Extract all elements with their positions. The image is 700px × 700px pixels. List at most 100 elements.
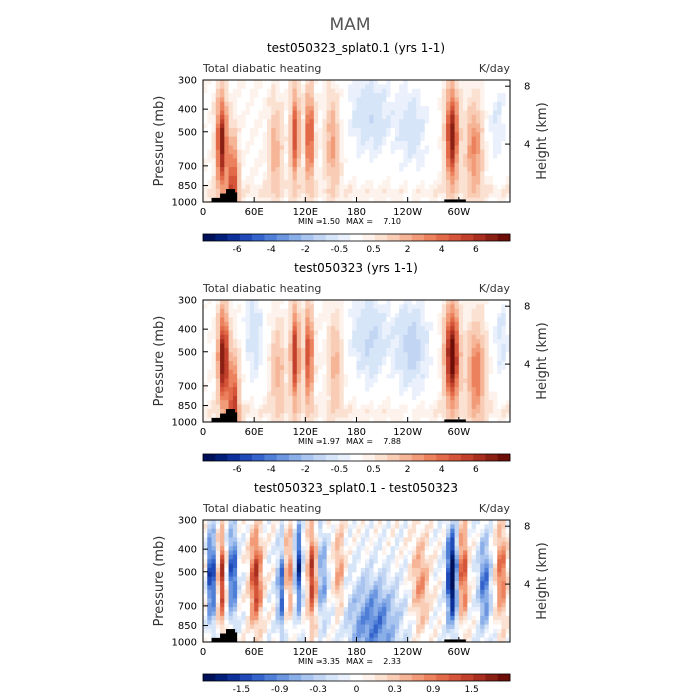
field-cell	[360, 308, 366, 314]
field-cell	[450, 80, 455, 85]
field-cell	[420, 184, 426, 190]
field-cell	[284, 106, 289, 111]
field-cell	[424, 352, 430, 358]
field-cell	[407, 88, 413, 94]
field-cell	[215, 391, 221, 397]
field-cell	[501, 132, 507, 138]
field-cell	[373, 533, 379, 538]
field-cell	[484, 387, 490, 392]
field-cell	[488, 149, 494, 155]
field-cell	[318, 524, 323, 530]
field-cell	[215, 352, 221, 358]
field-cell	[403, 382, 409, 388]
field-cell	[241, 158, 247, 164]
field-cell	[203, 352, 208, 358]
field-cell	[254, 158, 259, 164]
field-cell	[356, 300, 362, 305]
field-cell	[386, 524, 392, 530]
field-cell	[497, 317, 502, 323]
field-cell	[390, 533, 396, 538]
field-cell	[347, 84, 353, 90]
field-cell	[428, 326, 434, 331]
field-cell	[369, 520, 374, 525]
field-cell	[241, 339, 247, 344]
field-cell	[377, 101, 383, 107]
field-cell	[292, 374, 298, 379]
field-cell	[347, 347, 353, 353]
field-cell	[275, 84, 281, 90]
field-cell	[245, 374, 251, 379]
field-cell	[356, 97, 362, 103]
field-cell	[335, 93, 340, 98]
field-cell	[326, 369, 332, 375]
field-cell	[437, 132, 443, 138]
field-cell	[284, 304, 289, 310]
field-cell	[411, 180, 417, 185]
field-cell	[441, 180, 447, 185]
field-cell	[390, 391, 396, 397]
field-cell	[420, 175, 426, 181]
field-cell	[454, 141, 460, 146]
field-cell	[313, 308, 319, 314]
field-cell	[326, 154, 332, 159]
field-cell	[446, 537, 451, 543]
field-cell	[279, 326, 285, 331]
field-cell	[352, 184, 357, 190]
field-cell	[356, 391, 362, 397]
field-cell	[335, 559, 340, 564]
field-cell	[441, 308, 447, 314]
field-cell	[228, 365, 234, 371]
field-cell	[505, 533, 511, 538]
field-cell	[441, 541, 447, 547]
field-cell	[505, 369, 511, 375]
field-cell	[441, 93, 447, 98]
field-cell	[237, 106, 242, 111]
field-cell	[488, 343, 494, 349]
field-cell	[369, 365, 374, 371]
field-cell	[497, 339, 502, 344]
field-cell	[382, 378, 387, 384]
field-cell	[492, 141, 498, 146]
field-cell	[373, 180, 379, 185]
field-cell	[369, 387, 374, 392]
field-cell	[347, 88, 353, 94]
field-cell	[241, 175, 247, 181]
field-cell	[313, 127, 319, 133]
field-cell	[203, 313, 208, 318]
field-cell	[301, 326, 306, 331]
field-cell	[330, 308, 336, 314]
field-cell	[394, 171, 400, 177]
field-cell	[309, 546, 315, 551]
field-cell	[390, 304, 396, 310]
field-cell	[224, 567, 229, 573]
field-cell	[403, 550, 409, 556]
field-cell	[484, 391, 490, 397]
field-cell	[420, 167, 426, 172]
field-cell	[454, 184, 460, 190]
field-cell	[266, 106, 272, 111]
field-cell	[420, 114, 426, 120]
field-cell	[271, 339, 276, 344]
field-cell	[203, 361, 208, 366]
field-cell	[488, 136, 494, 142]
field-cell	[411, 106, 417, 111]
field-cell	[420, 101, 426, 107]
field-cell	[296, 84, 302, 90]
field-cell	[232, 541, 238, 547]
field-cell	[373, 334, 379, 340]
field-cell	[322, 132, 328, 138]
field-cell	[420, 387, 426, 392]
field-cell	[377, 330, 383, 336]
field-cell	[352, 88, 357, 94]
field-cell	[224, 343, 229, 349]
field-cell	[220, 520, 225, 525]
field-cell	[241, 541, 247, 547]
field-cell	[211, 93, 217, 98]
field-cell	[458, 93, 464, 98]
field-cell	[365, 188, 370, 194]
field-cell	[475, 193, 481, 199]
field-cell	[377, 554, 383, 560]
field-cell	[399, 378, 404, 384]
field-cell	[292, 158, 298, 164]
field-cell	[254, 149, 259, 155]
